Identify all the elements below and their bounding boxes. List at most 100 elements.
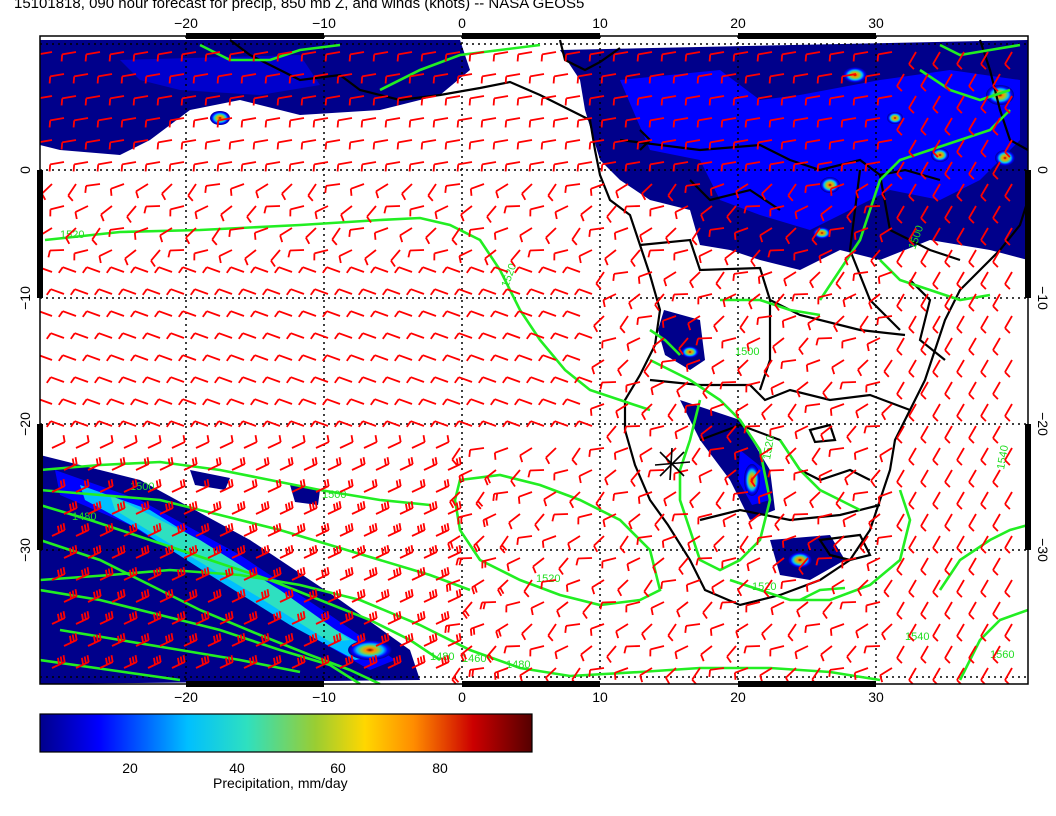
wind-barb-flag bbox=[700, 654, 705, 662]
wind-barb-flag bbox=[425, 237, 431, 245]
wind-barb bbox=[554, 288, 569, 295]
wind-barb bbox=[459, 469, 473, 477]
wind-barb-flag bbox=[932, 63, 939, 70]
wind-barb bbox=[219, 249, 233, 257]
wind-barb bbox=[350, 183, 365, 190]
wind-barb bbox=[387, 485, 402, 493]
wind-barb bbox=[783, 271, 797, 281]
wind-barb-flag bbox=[432, 76, 436, 84]
wind-barb-flag bbox=[204, 142, 208, 150]
wind-barb bbox=[194, 420, 209, 427]
wind-barb-flag bbox=[206, 523, 210, 531]
wind-barb-flag bbox=[980, 195, 987, 202]
wind-barb bbox=[398, 95, 413, 100]
wind-barb bbox=[626, 117, 641, 122]
wind-barb-flag bbox=[374, 435, 378, 443]
wind-barb-flag bbox=[310, 376, 316, 384]
wind-barb bbox=[699, 469, 713, 477]
wind-barb bbox=[932, 315, 941, 329]
wind-barb bbox=[698, 293, 713, 299]
wind-barb bbox=[265, 205, 281, 208]
wind-barb-flag bbox=[732, 142, 736, 150]
wind-barb bbox=[638, 491, 653, 498]
wind-barb-flag bbox=[182, 567, 186, 575]
wind-barb bbox=[675, 425, 689, 433]
wind-barb-flag bbox=[853, 672, 857, 680]
wind-barb-flag bbox=[479, 602, 483, 610]
wind-barb-flag bbox=[215, 502, 219, 510]
wind-barb-flag bbox=[475, 543, 481, 551]
wind-barb bbox=[795, 425, 809, 433]
wind-barb bbox=[920, 249, 929, 263]
wind-barb-flag bbox=[158, 567, 162, 575]
wind-barb bbox=[398, 354, 413, 361]
wind-barb-flag bbox=[859, 327, 866, 334]
wind-barb bbox=[602, 557, 617, 563]
wind-barb-flag bbox=[920, 85, 927, 92]
wind-barb-flag bbox=[744, 120, 748, 128]
wind-barb bbox=[218, 288, 233, 295]
wind-barb-flag bbox=[538, 398, 544, 406]
wind-barb-flag bbox=[944, 173, 951, 180]
wind-barb-flag bbox=[815, 338, 819, 346]
wind-barb-flag bbox=[650, 387, 654, 396]
wind-barb bbox=[547, 183, 557, 197]
wind-barb bbox=[932, 447, 941, 461]
wind-barb-flag bbox=[187, 195, 194, 202]
wind-barb-flag bbox=[153, 613, 156, 621]
wind-barb-flag bbox=[360, 76, 364, 84]
contour-label: 1520 bbox=[761, 434, 777, 460]
wind-barb-flag bbox=[370, 354, 376, 362]
wind-barb-flag bbox=[144, 164, 148, 172]
wind-barb bbox=[968, 601, 977, 615]
wind-barb-flag bbox=[203, 656, 207, 664]
wind-barb-flag bbox=[242, 545, 246, 553]
wind-barb bbox=[243, 485, 258, 493]
wind-barb-flag bbox=[194, 457, 198, 465]
wind-barb-flag bbox=[576, 120, 580, 128]
wind-barb-flag bbox=[468, 98, 472, 106]
wind-barb bbox=[722, 73, 737, 78]
wind-barb bbox=[956, 403, 965, 417]
wind-barb-flag bbox=[59, 656, 63, 664]
wind-barb-flag bbox=[588, 449, 591, 458]
wind-barb bbox=[422, 95, 437, 100]
wind-barb-flag bbox=[552, 120, 556, 128]
wind-barb bbox=[578, 161, 593, 166]
wind-barb-flag bbox=[757, 276, 761, 284]
wind-barb-flag bbox=[569, 501, 575, 509]
wind-barb-flag bbox=[785, 237, 791, 245]
wind-barb-flag bbox=[628, 302, 633, 310]
wind-barb bbox=[566, 139, 581, 144]
wind-barb-flag bbox=[299, 524, 303, 532]
wind-barb-flag bbox=[215, 458, 219, 466]
wind-barb-flag bbox=[636, 142, 640, 150]
wind-barb-flag bbox=[357, 503, 360, 511]
wind-barb-flag bbox=[447, 543, 452, 551]
wind-barb-flag bbox=[278, 655, 282, 663]
wind-barb-flag bbox=[309, 503, 312, 511]
wind-barb-flag bbox=[270, 260, 276, 268]
wind-barb bbox=[281, 183, 293, 195]
wind-barb bbox=[50, 376, 65, 383]
wind-barb-flag bbox=[170, 589, 174, 597]
wind-barb bbox=[374, 227, 389, 234]
wind-barb-flag bbox=[641, 413, 647, 421]
wind-barb bbox=[628, 513, 641, 524]
wind-barb-flag bbox=[70, 420, 76, 428]
wind-barb bbox=[878, 271, 893, 278]
wind-barb-flag bbox=[154, 398, 160, 406]
wind-barb bbox=[794, 249, 809, 255]
wind-barb bbox=[146, 117, 161, 122]
wind-barb bbox=[62, 398, 77, 405]
wind-barb-flag bbox=[556, 610, 561, 618]
wind-barb-flag bbox=[310, 420, 316, 428]
wind-barb bbox=[920, 73, 929, 87]
wind-barb bbox=[571, 227, 581, 241]
wind-barb-flag bbox=[822, 392, 828, 400]
wind-barb bbox=[49, 249, 65, 252]
wind-barb bbox=[302, 398, 317, 405]
wind-barb bbox=[580, 205, 593, 216]
wind-barb-flag bbox=[696, 76, 700, 84]
wind-barb bbox=[783, 491, 797, 501]
